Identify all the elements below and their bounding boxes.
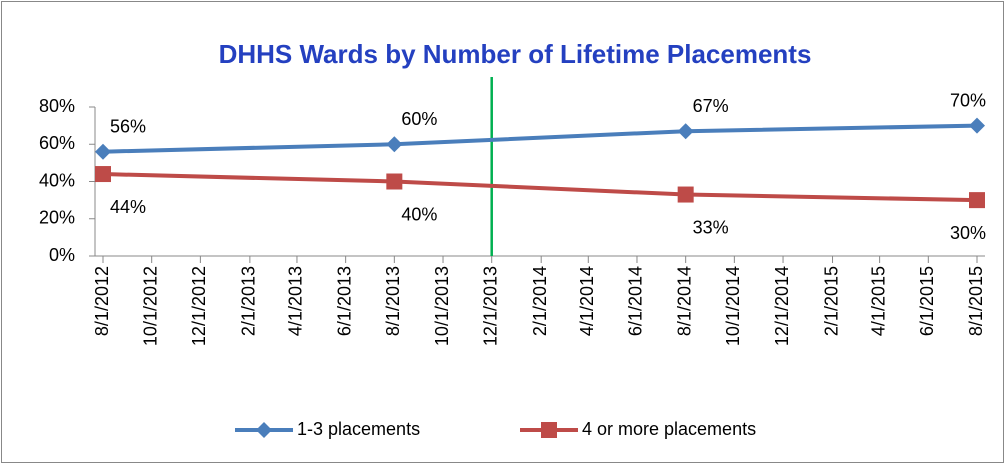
marker [969, 192, 985, 209]
marker [386, 136, 403, 153]
x-tick-label: 12/1/2012 [189, 266, 209, 346]
marker [677, 186, 694, 203]
x-tick-label: 4/1/2014 [577, 266, 597, 336]
x-tick-label: 12/1/2013 [480, 266, 500, 346]
data-label: 56% [110, 116, 146, 136]
y-tick-label: 80% [39, 96, 75, 116]
x-tick-label: 8/1/2015 [966, 266, 986, 336]
x-tick-label: 10/1/2013 [432, 266, 452, 346]
data-label: 30% [950, 223, 986, 243]
x-tick-label: 8/1/2012 [92, 266, 112, 336]
y-tick-label: 0% [49, 245, 75, 265]
x-tick-label: 4/1/2015 [868, 266, 888, 336]
y-tick-label: 40% [39, 170, 75, 190]
legend-label: 4 or more placements [582, 419, 756, 439]
x-tick-label: 6/1/2015 [917, 266, 937, 336]
marker [256, 422, 272, 438]
x-tick-label: 10/1/2012 [140, 266, 160, 346]
y-tick-label: 20% [39, 208, 75, 228]
marker [95, 143, 111, 160]
data-label: 60% [401, 109, 437, 129]
x-tick-label: 2/1/2013 [239, 266, 259, 336]
marker [386, 173, 403, 190]
x-tick-label: 4/1/2013 [286, 266, 306, 336]
data-label: 44% [110, 197, 146, 217]
x-tick-label: 2/1/2015 [821, 266, 841, 336]
marker [95, 166, 111, 183]
x-tick-label: 2/1/2014 [530, 266, 550, 336]
data-label: 33% [693, 217, 729, 237]
x-tick-label: 10/1/2014 [723, 266, 743, 346]
y-tick-label: 60% [39, 133, 75, 153]
series-line [102, 123, 978, 154]
data-label: 67% [693, 96, 729, 116]
x-tick-label: 8/1/2014 [674, 266, 694, 336]
x-tick-label: 6/1/2013 [334, 266, 354, 336]
x-tick-label: 12/1/2014 [772, 266, 792, 346]
series-line [102, 172, 978, 203]
marker [969, 117, 985, 134]
marker [677, 123, 694, 140]
data-label: 40% [401, 204, 437, 224]
x-tick-label: 8/1/2013 [383, 266, 403, 336]
x-tick-label: 6/1/2014 [626, 266, 646, 336]
marker [541, 422, 557, 438]
data-label: 70% [950, 90, 986, 110]
chart-title: DHHS Wards by Number of Lifetime Placeme… [219, 39, 812, 69]
legend-label: 1-3 placements [297, 419, 420, 439]
